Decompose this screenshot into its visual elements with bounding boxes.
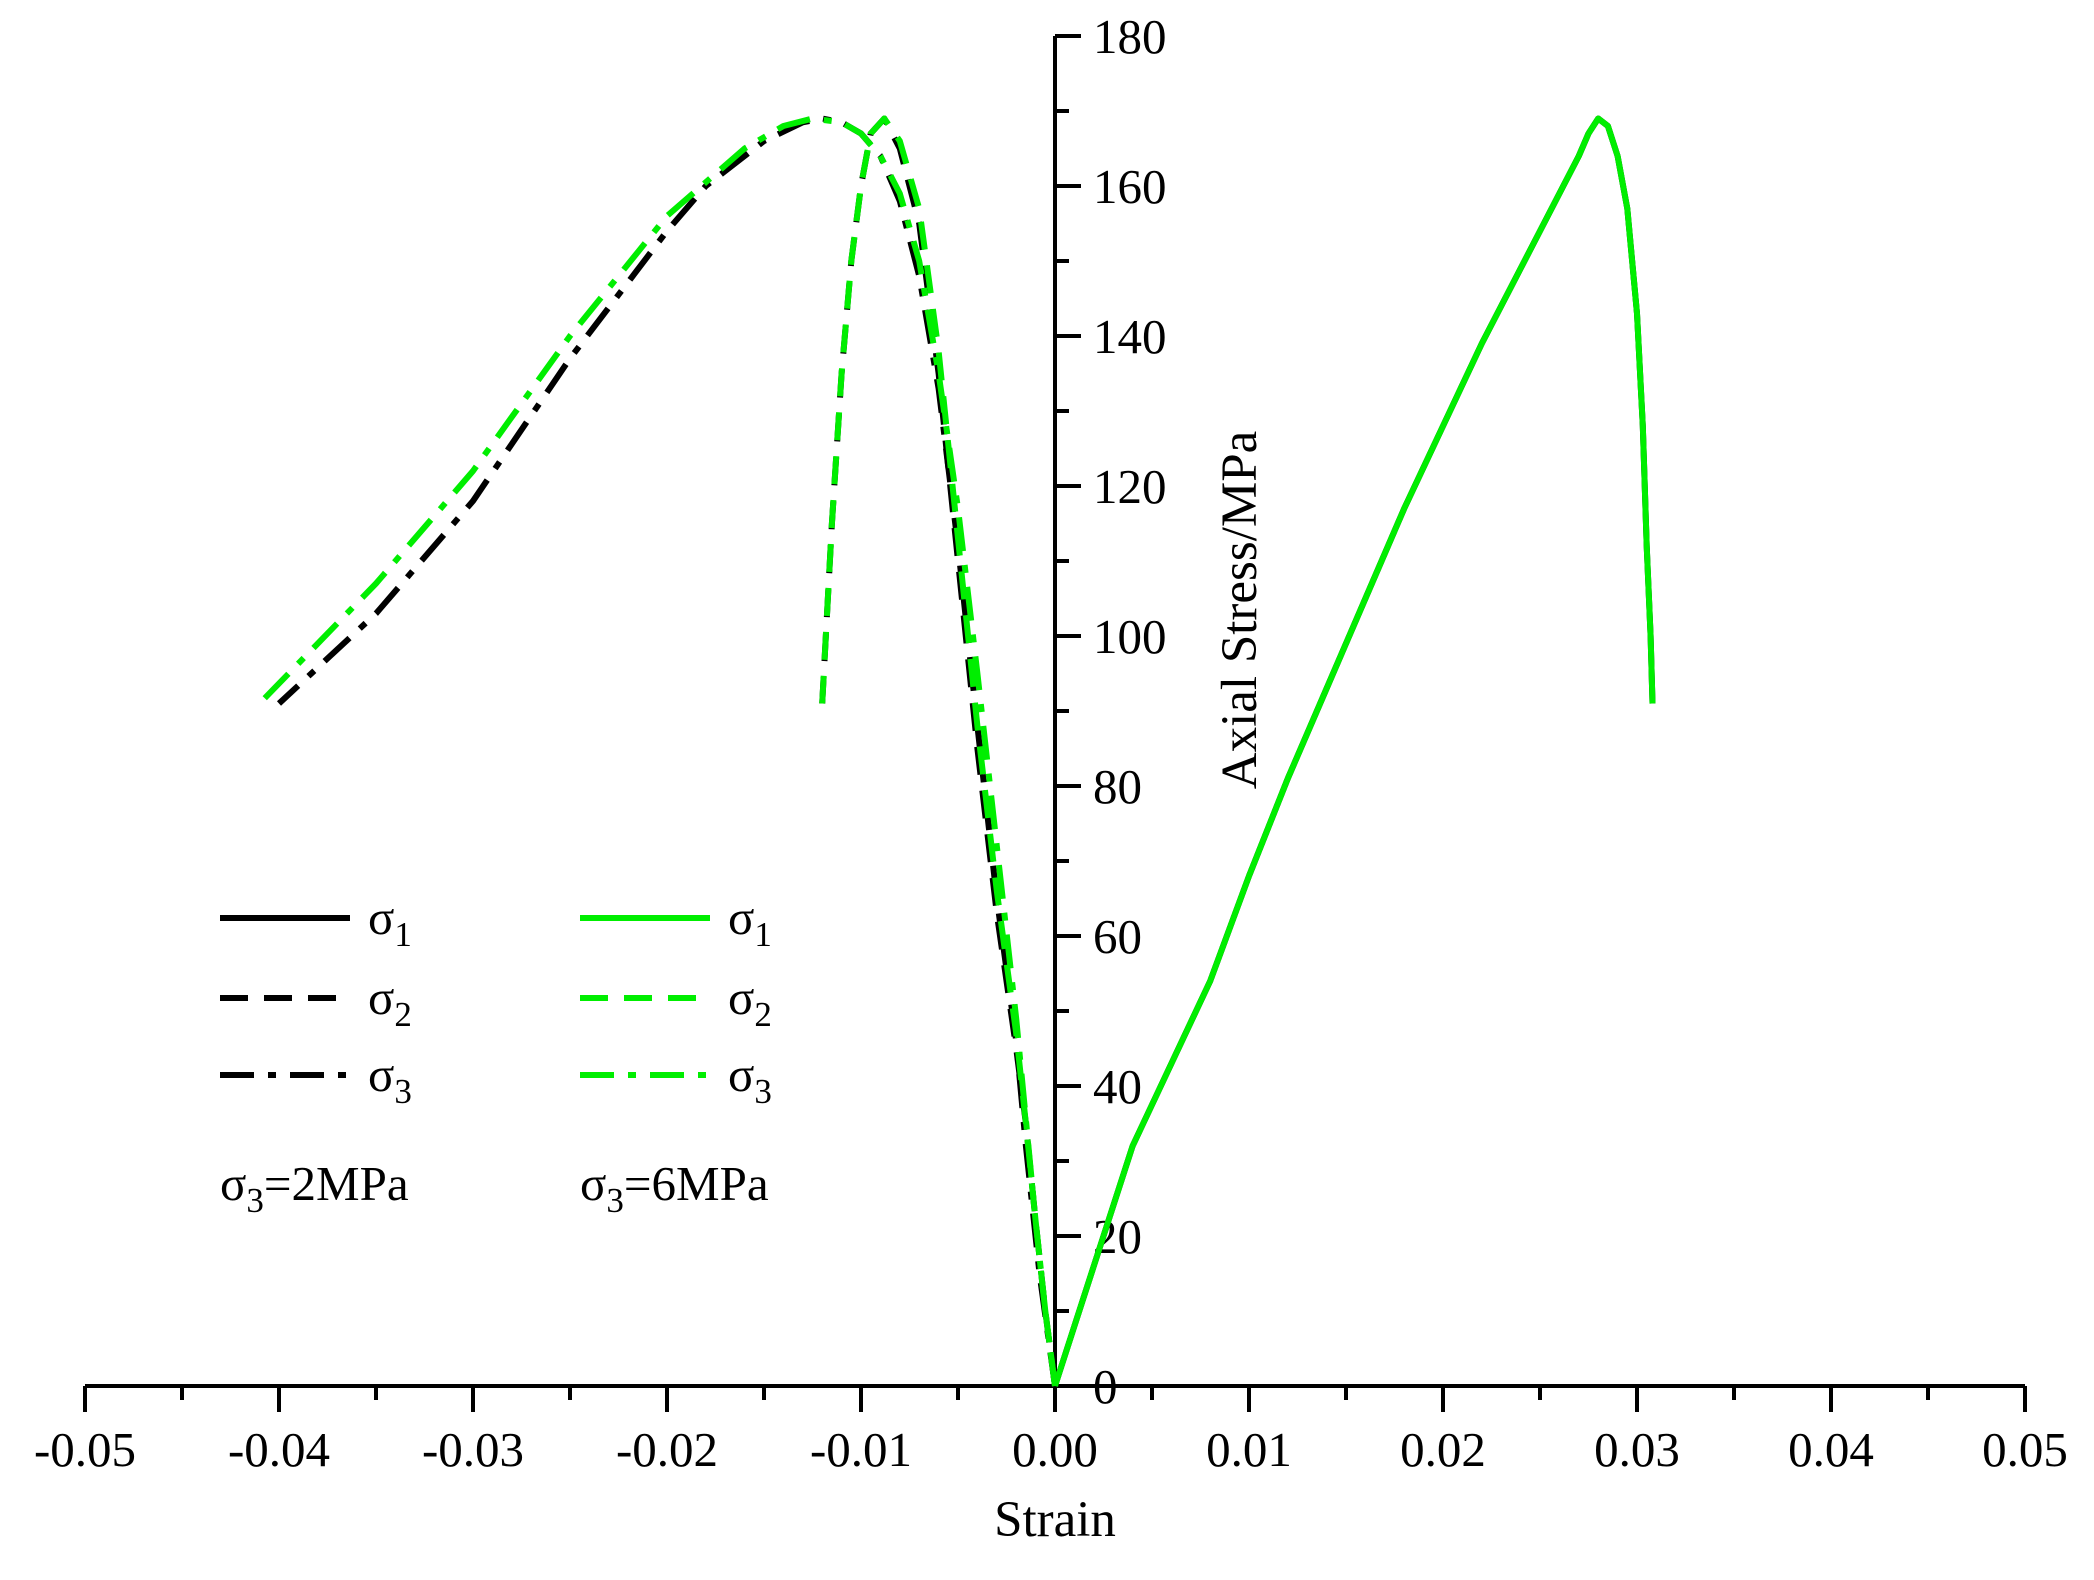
x-tick-label: 0.02: [1400, 1422, 1486, 1477]
series-curve: [1052, 115, 1656, 1387]
x-tick-label: 0.05: [1982, 1422, 2068, 1477]
y-tick-label: 100: [1093, 609, 1167, 664]
y-tick-label: 0: [1093, 1359, 1118, 1414]
x-axis-title: Strain: [994, 1492, 1116, 1548]
x-tick-label: -0.04: [228, 1422, 330, 1477]
series-curve: [276, 115, 1058, 1387]
legend: σ1 σ2 σ3 σ3=2MPa σ1 σ2 σ3 σ3=6MPa: [220, 890, 772, 1220]
legend-label: σ3: [368, 1047, 412, 1111]
x-tick-label: 0.00: [1012, 1422, 1098, 1477]
legend-group-caption: σ3=2MPa: [220, 1156, 409, 1220]
x-tick-label: 0.04: [1788, 1422, 1874, 1477]
x-tick-label: -0.03: [422, 1422, 524, 1477]
x-tick-label: -0.01: [810, 1422, 912, 1477]
y-tick-label: 80: [1093, 759, 1142, 814]
x-tick-label: 0.01: [1206, 1422, 1292, 1477]
y-axis-title: Axial Stress/MPa: [1212, 431, 1268, 789]
y-tick-label: 140: [1093, 309, 1167, 364]
series-curve: [819, 115, 1058, 1387]
legend-label: σ3: [728, 1047, 772, 1111]
legend-label: σ1: [368, 890, 412, 954]
x-tick-label: -0.02: [616, 1422, 718, 1477]
legend-label: σ2: [728, 970, 772, 1034]
x-tick-label: -0.05: [34, 1422, 136, 1477]
y-tick-label: 160: [1093, 159, 1167, 214]
curves: [257, 115, 1656, 1387]
legend-label: σ1: [728, 890, 772, 954]
axes: -0.05 -0.04 -0.03 -0.02 -0.01 0.00 0.01 0.02 0.0…: [34, 9, 2068, 1477]
series-curve: [819, 115, 1058, 1387]
legend-group-caption: σ3=6MPa: [580, 1156, 769, 1220]
y-tick-label: 120: [1093, 459, 1167, 514]
y-tick-label: 40: [1093, 1059, 1142, 1114]
legend-label: σ2: [368, 970, 412, 1034]
series-curve: [257, 115, 1058, 1387]
y-tick-label: 180: [1093, 9, 1167, 64]
y-tick-label: 60: [1093, 909, 1142, 964]
x-tick-label: 0.03: [1594, 1422, 1680, 1477]
